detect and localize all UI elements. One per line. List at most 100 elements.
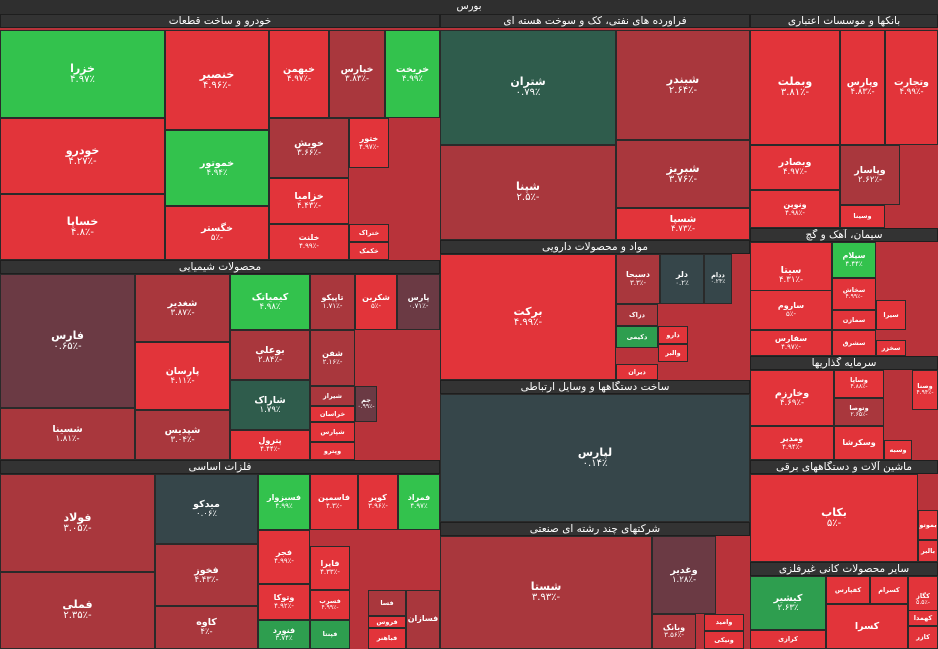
treemap-tile[interactable]: ختراک xyxy=(349,224,389,242)
treemap-tile[interactable]: فروس xyxy=(368,616,406,628)
treemap-tile[interactable]: شیراز xyxy=(310,386,355,406)
treemap-tile[interactable]: وبانک -۳.۵۶٪ xyxy=(652,614,696,649)
treemap-tile[interactable]: فباهنر xyxy=(368,628,406,649)
treemap-tile[interactable]: وتوکا -۴.۹۲٪ xyxy=(258,584,310,620)
treemap-tile[interactable]: کسرا xyxy=(826,604,908,649)
treemap-tile[interactable]: ونیکی xyxy=(704,631,744,649)
treemap-tile[interactable]: فجر -۴.۹۹٪ xyxy=(258,530,310,584)
treemap-tile[interactable]: وخارزم -۴.۶۹٪ xyxy=(750,370,834,426)
treemap-tile[interactable]: بالبر xyxy=(918,540,938,562)
treemap-tile[interactable]: کفپارس xyxy=(826,576,870,604)
treemap-tile[interactable]: جم -۰.۹۹٪ xyxy=(355,386,377,422)
treemap-tile[interactable]: کویر -۳.۹۶٪ xyxy=(358,474,398,530)
treemap-tile[interactable]: دارو xyxy=(658,326,688,344)
treemap-tile[interactable]: خگستر -۵٪ xyxy=(165,206,269,260)
sector-header[interactable]: ماشین آلات و دستگاههای برقی xyxy=(750,460,938,474)
treemap-tile[interactable]: فمراد ۴.۹۷٪ xyxy=(398,474,440,530)
treemap-tile[interactable]: فسرب -۴.۹۹٪ xyxy=(310,590,350,620)
treemap-tile[interactable]: فخوز -۴.۴۳٪ xyxy=(155,544,258,606)
sector-header[interactable]: فراورده های نفتی، کک و سوخت هسته ای xyxy=(440,14,750,28)
treemap-tile[interactable]: وغدیر -۱.۲۸٪ xyxy=(652,536,716,614)
treemap-tile[interactable]: فنورد ۳.۷۴٪ xyxy=(258,620,310,649)
treemap-tile[interactable]: شبریز -۳.۷۶٪ xyxy=(616,140,750,208)
treemap-tile[interactable]: فسبزوار ۴.۹۹٪ xyxy=(258,474,310,530)
treemap-tile[interactable]: فپنتا xyxy=(310,620,350,649)
treemap-tile[interactable]: وسینا xyxy=(840,205,885,228)
treemap-tile[interactable]: شسپا -۴.۷۳٪ xyxy=(616,208,750,240)
treemap-tile[interactable]: پارس -۰.۷۱٪ xyxy=(397,274,440,330)
treemap-tile[interactable]: خساپا -۴.۸٪ xyxy=(0,194,165,260)
treemap-tile[interactable]: شفن -۲.۱۶٪ xyxy=(310,330,355,386)
treemap-tile[interactable]: خریخت ۴.۹۹٪ xyxy=(385,30,440,118)
treemap-tile[interactable]: والبر xyxy=(658,344,688,362)
treemap-tile[interactable]: ساروم -۵٪ xyxy=(750,290,832,330)
treemap-tile[interactable]: وپاسار -۲.۶۲٪ xyxy=(840,145,900,205)
treemap-tile[interactable]: دلر ۰.۲٪ xyxy=(660,254,704,304)
sector-header[interactable]: سیمان، آهک و گچ xyxy=(750,228,938,242)
sector-header[interactable]: مواد و محصولات دارویی xyxy=(440,240,750,254)
treemap-tile[interactable]: خنصیر -۴.۹۶٪ xyxy=(165,30,269,130)
treemap-tile[interactable]: شسینا -۱.۸۱٪ xyxy=(0,408,135,460)
treemap-tile[interactable]: وصنا -۴.۹۴٪ xyxy=(912,370,938,410)
sector-header[interactable]: خودرو و ساخت قطعات xyxy=(0,14,440,28)
sector-header[interactable]: سرمایه گذاریها xyxy=(750,356,938,370)
sector-header[interactable]: ساخت دستگاهها و وسایل ارتباطی xyxy=(440,380,750,394)
treemap-tile[interactable]: دکیمی xyxy=(616,326,658,348)
treemap-tile[interactable]: خزامیا -۴.۴۳٪ xyxy=(269,178,349,224)
treemap-tile[interactable]: بموتو xyxy=(918,510,938,540)
treemap-tile[interactable]: خبهمن -۴.۹۷٪ xyxy=(269,30,329,118)
treemap-tile[interactable]: وتوصا -۲.۶۵٪ xyxy=(834,398,884,426)
treemap-tile[interactable]: شپدیس -۳.۰۴٪ xyxy=(135,410,230,460)
treemap-tile[interactable]: شاراک ۱.۷۹٪ xyxy=(230,380,310,430)
treemap-tile[interactable]: کیشیر ۲.۶۳٪ xyxy=(750,576,826,630)
treemap-tile[interactable]: دسبحا -۳.۳٪ xyxy=(616,254,660,304)
treemap-tile[interactable]: شتران ۰.۷۹٪ xyxy=(440,30,616,145)
treemap-tile[interactable]: بوعلی -۲.۸۴٪ xyxy=(230,330,310,380)
treemap-tile[interactable]: خراسان xyxy=(310,406,355,422)
treemap-tile[interactable]: تاپیکو -۱.۷۱٪ xyxy=(310,274,355,330)
treemap-tile[interactable]: وپترو xyxy=(310,442,355,460)
treemap-tile[interactable]: خپارس -۳.۸۳٪ xyxy=(329,30,385,118)
treemap-tile[interactable]: فایرا -۴.۳۳٪ xyxy=(310,546,350,590)
treemap-tile[interactable]: فسازان xyxy=(406,590,440,649)
treemap-tile[interactable]: وپارس -۴.۸۳٪ xyxy=(840,30,885,145)
sector-header[interactable]: فلزات اساسی xyxy=(0,460,440,474)
sector-header[interactable]: بانکها و موسسات اعتباری xyxy=(750,14,938,28)
treemap-tile[interactable]: فولاد -۳.۰۵٪ xyxy=(0,474,155,572)
treemap-tile[interactable]: کرازی xyxy=(750,630,826,649)
treemap-tile[interactable]: لپارس ۰.۱۴٪ xyxy=(440,394,750,522)
sector-header[interactable]: محصولات شیمیایی xyxy=(0,260,440,274)
treemap-tile[interactable]: ونوین -۴.۹۸٪ xyxy=(750,190,840,228)
treemap-tile[interactable]: خکمک xyxy=(349,242,389,260)
treemap-tile[interactable]: بکاب -۵٪ xyxy=(750,474,918,562)
treemap-tile[interactable]: خموتور ۴.۹۴٪ xyxy=(165,130,269,206)
treemap-tile[interactable]: دزاک xyxy=(616,304,658,326)
treemap-tile[interactable]: کسرام xyxy=(870,576,908,604)
treemap-tile[interactable]: ومدیر -۴.۹۴٪ xyxy=(750,426,834,460)
treemap-tile[interactable]: فسا xyxy=(368,590,406,616)
treemap-tile[interactable]: شغدیر -۳.۸۷٪ xyxy=(135,274,230,342)
sector-header[interactable]: سایر محصولات کانی غیرفلزی xyxy=(750,562,938,576)
treemap-tile[interactable]: شپنا -۲.۵٪ xyxy=(440,145,616,240)
treemap-tile[interactable]: شپارس xyxy=(310,422,355,442)
treemap-tile[interactable]: خلنت -۴.۹۹٪ xyxy=(269,224,349,260)
treemap-tile[interactable]: کهمدا xyxy=(908,610,938,626)
treemap-tile[interactable]: پارسان -۴.۱۱٪ xyxy=(135,342,230,410)
treemap-tile[interactable]: وتجارت -۴.۹۹٪ xyxy=(885,30,938,145)
treemap-tile[interactable]: وسکرشا xyxy=(834,426,884,460)
treemap-tile[interactable]: خودرو -۴.۲۷٪ xyxy=(0,118,165,194)
treemap-tile[interactable]: کاوه -۴٪ xyxy=(155,606,258,649)
treemap-tile[interactable]: کیمیاتک ۴.۹۸٪ xyxy=(230,274,310,330)
treemap-tile[interactable]: وامید xyxy=(704,614,744,631)
treemap-tile[interactable]: سمازن xyxy=(832,310,876,330)
treemap-tile[interactable]: سفارس -۴.۹۷٪ xyxy=(750,330,832,356)
treemap-tile[interactable]: وسبه xyxy=(884,440,912,460)
treemap-tile[interactable]: خویش -۳.۶۶٪ xyxy=(269,118,349,178)
treemap-tile[interactable]: فاسمین -۴.۳٪ xyxy=(310,474,358,530)
treemap-tile[interactable]: دیران xyxy=(616,364,658,380)
treemap-tile[interactable]: شبندر -۲.۶۴٪ xyxy=(616,30,750,140)
treemap-tile[interactable]: سخاش -۴.۹۹٪ xyxy=(832,278,876,310)
sector-header[interactable]: شرکتهای چند رشته ای صنعتی xyxy=(440,522,750,536)
treemap-tile[interactable]: شکربن -۵٪ xyxy=(355,274,397,330)
treemap-tile[interactable]: میدکو ۰.۰۶٪ xyxy=(155,474,258,544)
